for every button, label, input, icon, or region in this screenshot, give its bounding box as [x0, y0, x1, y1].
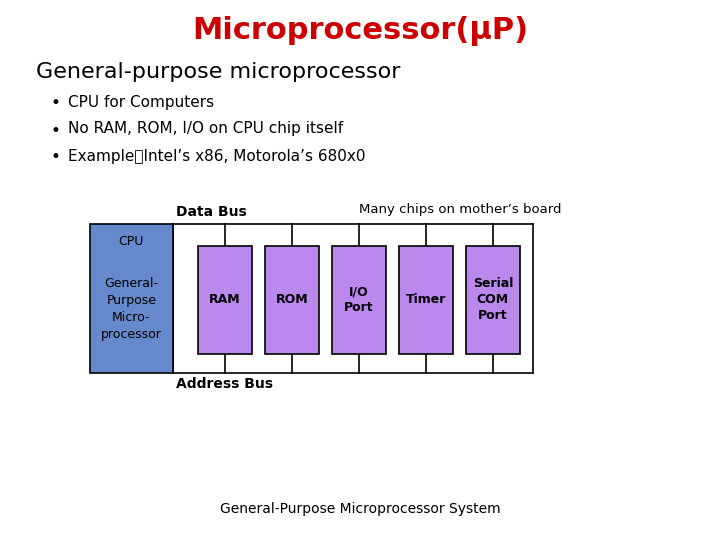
Text: Data Bus: Data Bus: [176, 205, 247, 219]
FancyBboxPatch shape: [332, 246, 386, 354]
Text: Microprocessor(μP): Microprocessor(μP): [192, 16, 528, 46]
Text: General-
Purpose
Micro-
processor: General- Purpose Micro- processor: [101, 277, 162, 341]
FancyBboxPatch shape: [399, 246, 453, 354]
FancyBboxPatch shape: [90, 224, 173, 373]
Text: Timer: Timer: [405, 293, 446, 306]
Text: General-purpose microprocessor: General-purpose microprocessor: [36, 62, 400, 82]
Text: ROM: ROM: [276, 293, 308, 306]
Text: •: •: [50, 122, 60, 139]
Text: Example：Intel’s x86, Motorola’s 680x0: Example：Intel’s x86, Motorola’s 680x0: [68, 148, 366, 164]
Text: Many chips on mother’s board: Many chips on mother’s board: [359, 203, 562, 216]
FancyBboxPatch shape: [466, 246, 520, 354]
Text: RAM: RAM: [210, 293, 240, 306]
FancyBboxPatch shape: [265, 246, 319, 354]
Text: •: •: [50, 94, 60, 112]
FancyBboxPatch shape: [198, 246, 252, 354]
Text: CPU for Computers: CPU for Computers: [68, 94, 215, 110]
Text: I/O
Port: I/O Port: [344, 285, 374, 314]
Text: No RAM, ROM, I/O on CPU chip itself: No RAM, ROM, I/O on CPU chip itself: [68, 122, 343, 137]
Text: •: •: [50, 148, 60, 166]
Text: Address Bus: Address Bus: [176, 377, 274, 391]
Text: General-Purpose Microprocessor System: General-Purpose Microprocessor System: [220, 502, 500, 516]
Text: Serial
COM
Port: Serial COM Port: [472, 277, 513, 322]
Text: CPU: CPU: [119, 235, 144, 248]
